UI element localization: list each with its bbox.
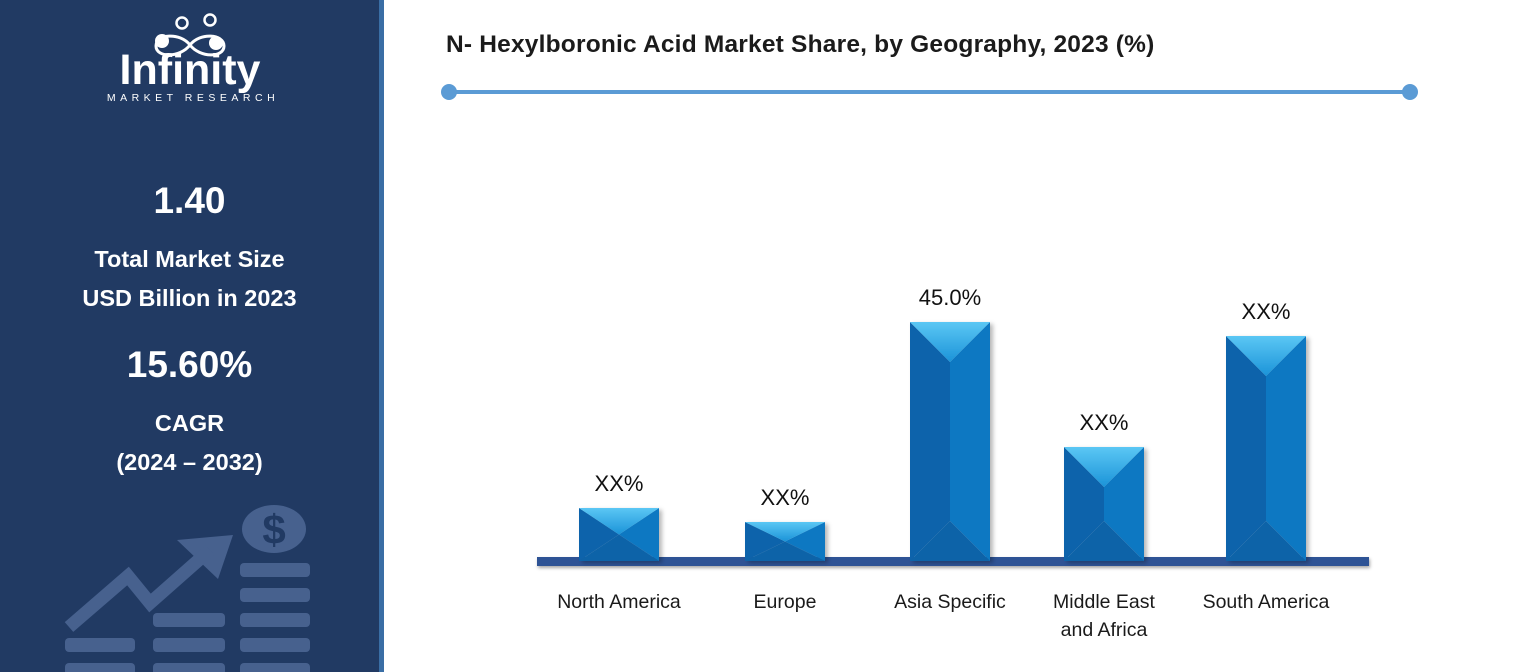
bar-north-america [579,508,659,561]
trend-line [64,545,215,632]
title-divider-line [451,90,1408,94]
stat-cagr-label-1: CAGR [154,410,225,436]
stat-market-size-label-1: Total Market Size [94,246,285,272]
divider-dot-left [441,84,457,100]
swirl-dot-right [208,36,223,50]
stat-cagr-value: 15.60% [126,344,253,385]
bar-middle-east-and-africa [1064,447,1144,561]
x-axis-line [537,557,1369,566]
dollar-sign-glyph: $ [262,506,285,553]
bar-europe [745,522,825,561]
stat-market-size: 1.40 Total Market Size USD Billion in 20… [0,180,379,318]
dollar-coin-icon [242,505,306,553]
infinity-logo-graphic: Infinity MARKET RESEARCH [106,13,278,104]
bar-south-america [1226,336,1306,561]
swirl-outline-dot-left [174,16,189,30]
brand-logo: Infinity MARKET RESEARCH [0,12,379,113]
stat-market-size-label-2: USD Billion in 2023 [82,285,297,311]
swirl-outline-dot-right [202,13,217,27]
sidebar-edge-strip [379,0,384,672]
bar-asia-specific [910,322,990,561]
brand-name: Infinity [119,46,260,94]
stat-cagr-label-2: (2024 – 2032) [116,449,263,475]
stat-cagr: 15.60% CAGR (2024 – 2032) [0,344,379,482]
brand-tagline: MARKET RESEARCH [106,92,278,104]
swirl-dot-left [154,34,169,48]
stat-market-size-value: 1.40 [153,180,226,221]
divider-dot-right [1402,84,1418,100]
sidebar: Infinity MARKET RESEARCH 1.40 Total Mark… [0,0,379,672]
chart-title: N- Hexylboronic Acid Market Share, by Ge… [446,31,1155,58]
growth-chart-coins-icon: $ [64,505,310,672]
